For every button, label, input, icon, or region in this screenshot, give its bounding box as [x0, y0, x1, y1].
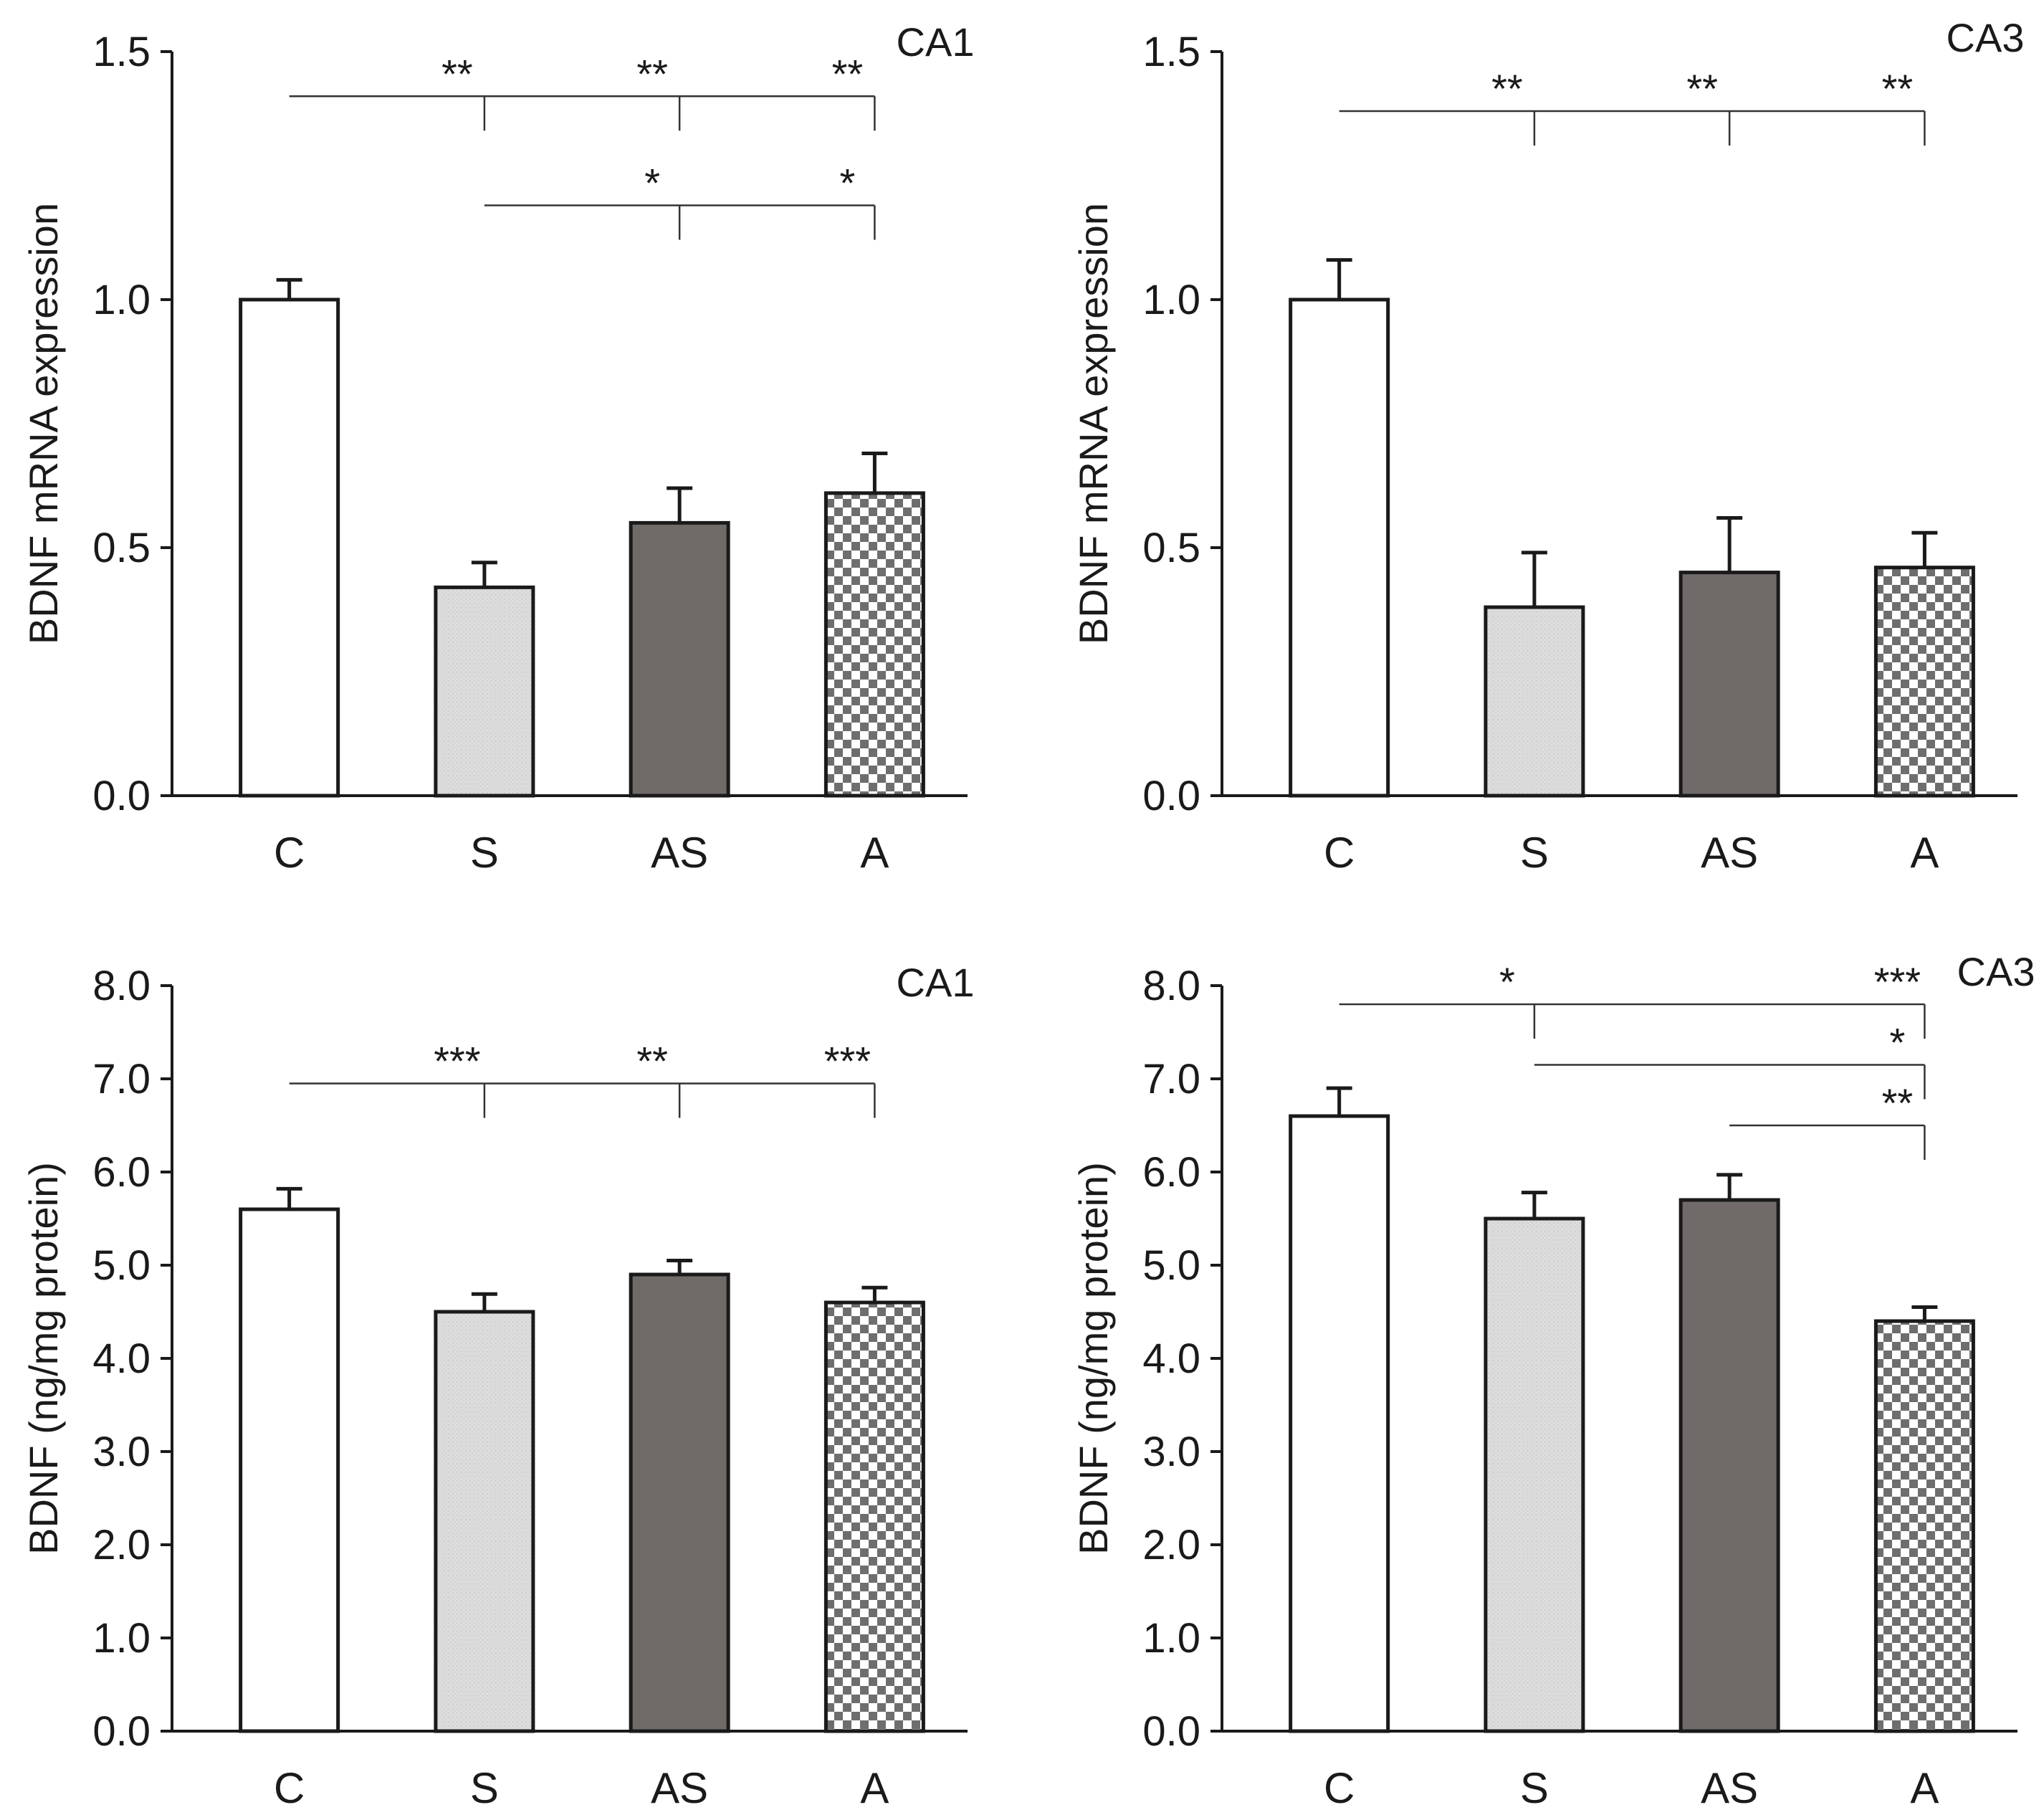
y-tick-label: 0.0: [92, 773, 151, 819]
bar-as: [1678, 1198, 1780, 1733]
significance-label: **: [1491, 66, 1523, 111]
y-tick-label: 4.0: [1142, 1335, 1200, 1382]
bar-a: [823, 491, 925, 798]
significance-label: *: [1890, 1020, 1906, 1065]
y-axis-label: BDNF mRNA expression: [1071, 203, 1116, 644]
significance-label: **: [1882, 1080, 1914, 1125]
significance-label: **: [636, 1039, 668, 1084]
category-label-s: S: [1520, 1764, 1549, 1812]
category-label-a: A: [860, 1764, 889, 1812]
y-tick-label: 0.0: [1142, 1708, 1200, 1755]
category-label-c: C: [274, 829, 305, 877]
significance-label: **: [1686, 66, 1718, 111]
y-tick-label: 5.0: [1142, 1242, 1200, 1289]
region-label: CA3: [1957, 949, 2035, 994]
category-label-a: A: [1910, 829, 1939, 877]
category-label-as: AS: [651, 829, 708, 877]
significance-label: **: [636, 51, 668, 96]
category-label-c: C: [1324, 1764, 1355, 1812]
bar-s: [434, 1310, 535, 1733]
category-label-c: C: [1324, 829, 1355, 877]
bar-s: [434, 585, 535, 798]
y-tick-label: 1.5: [92, 29, 151, 75]
y-tick-label: 7.0: [1142, 1056, 1200, 1102]
y-axis-label: BDNF mRNA expression: [21, 203, 66, 644]
significance-label: *: [644, 161, 660, 206]
region-label: CA1: [897, 19, 975, 65]
y-tick-label: 1.0: [1142, 277, 1200, 323]
y-tick-label: 0.0: [92, 1708, 151, 1755]
region-label: CA3: [1947, 15, 2025, 60]
bar-as: [629, 1272, 730, 1733]
significance-label: ***: [824, 1039, 871, 1084]
bar-c: [239, 1207, 340, 1733]
category-label-c: C: [274, 1764, 305, 1812]
category-label-s: S: [470, 829, 499, 877]
category-label-as: AS: [1701, 1764, 1758, 1812]
bar-c: [1289, 1114, 1390, 1733]
bar-a: [1873, 1319, 1975, 1733]
significance-label: *: [840, 161, 856, 206]
category-label-s: S: [1520, 829, 1549, 877]
y-tick-label: 1.0: [92, 277, 151, 323]
y-tick-label: 1.0: [92, 1615, 151, 1662]
bar-c: [1289, 297, 1390, 798]
bar-s: [1484, 605, 1585, 798]
y-tick-label: 8.0: [1142, 963, 1200, 1009]
y-tick-label: 3.0: [92, 1429, 151, 1475]
significance-label: **: [441, 51, 473, 96]
chart-panel-3: 0.0 1.0 2.0 3.0 4.0 5.0 6.0 7.0 8.0 BDNF (ng/mg p…: [21, 960, 974, 1812]
bar-as: [1678, 571, 1780, 798]
bar-c: [239, 297, 340, 798]
bar-as: [629, 520, 730, 798]
significance-label: ***: [434, 1039, 480, 1084]
chart-panel-2: 0.0 0.5 1.0 1.5 BDNF mRNA expression CA3 C S AS A…: [1071, 15, 2024, 877]
category-label-a: A: [860, 829, 889, 877]
significance-label: *: [1499, 959, 1515, 1004]
y-tick-label: 3.0: [1142, 1429, 1200, 1475]
y-tick-label: 8.0: [92, 963, 151, 1009]
y-tick-label: 2.0: [1142, 1522, 1200, 1568]
significance-label: **: [832, 51, 864, 96]
y-tick-label: 7.0: [92, 1056, 151, 1102]
y-tick-label: 1.5: [1142, 29, 1200, 75]
category-label-as: AS: [1701, 829, 1758, 877]
category-label-s: S: [470, 1764, 499, 1812]
category-label-a: A: [1910, 1764, 1939, 1812]
y-tick-label: 6.0: [92, 1149, 151, 1196]
y-axis-label: BDNF (ng/mg protein): [1071, 1162, 1116, 1555]
bar-s: [1484, 1216, 1585, 1733]
y-tick-label: 4.0: [92, 1335, 151, 1382]
chart-panel-1: 0.0 0.5 1.0 1.5 BDNF mRNA expression CA1 C S AS A…: [21, 19, 974, 877]
y-tick-label: 6.0: [1142, 1149, 1200, 1196]
y-tick-label: 0.5: [92, 525, 151, 571]
y-tick-label: 0.5: [1142, 525, 1200, 571]
y-tick-label: 2.0: [92, 1522, 151, 1568]
category-label-as: AS: [651, 1764, 708, 1812]
significance-label: **: [1882, 66, 1914, 111]
region-label: CA1: [897, 960, 975, 1005]
significance-label: ***: [1874, 959, 1921, 1004]
y-tick-label: 5.0: [92, 1242, 151, 1289]
chart-panel-4: 0.0 1.0 2.0 3.0 4.0 5.0 6.0 7.0 8.0 BDNF (ng/mg p…: [1071, 949, 2035, 1812]
y-tick-label: 0.0: [1142, 773, 1200, 819]
y-axis-label: BDNF (ng/mg protein): [21, 1162, 66, 1555]
bar-a: [1873, 566, 1975, 798]
y-tick-label: 1.0: [1142, 1615, 1200, 1662]
bar-a: [823, 1300, 925, 1733]
